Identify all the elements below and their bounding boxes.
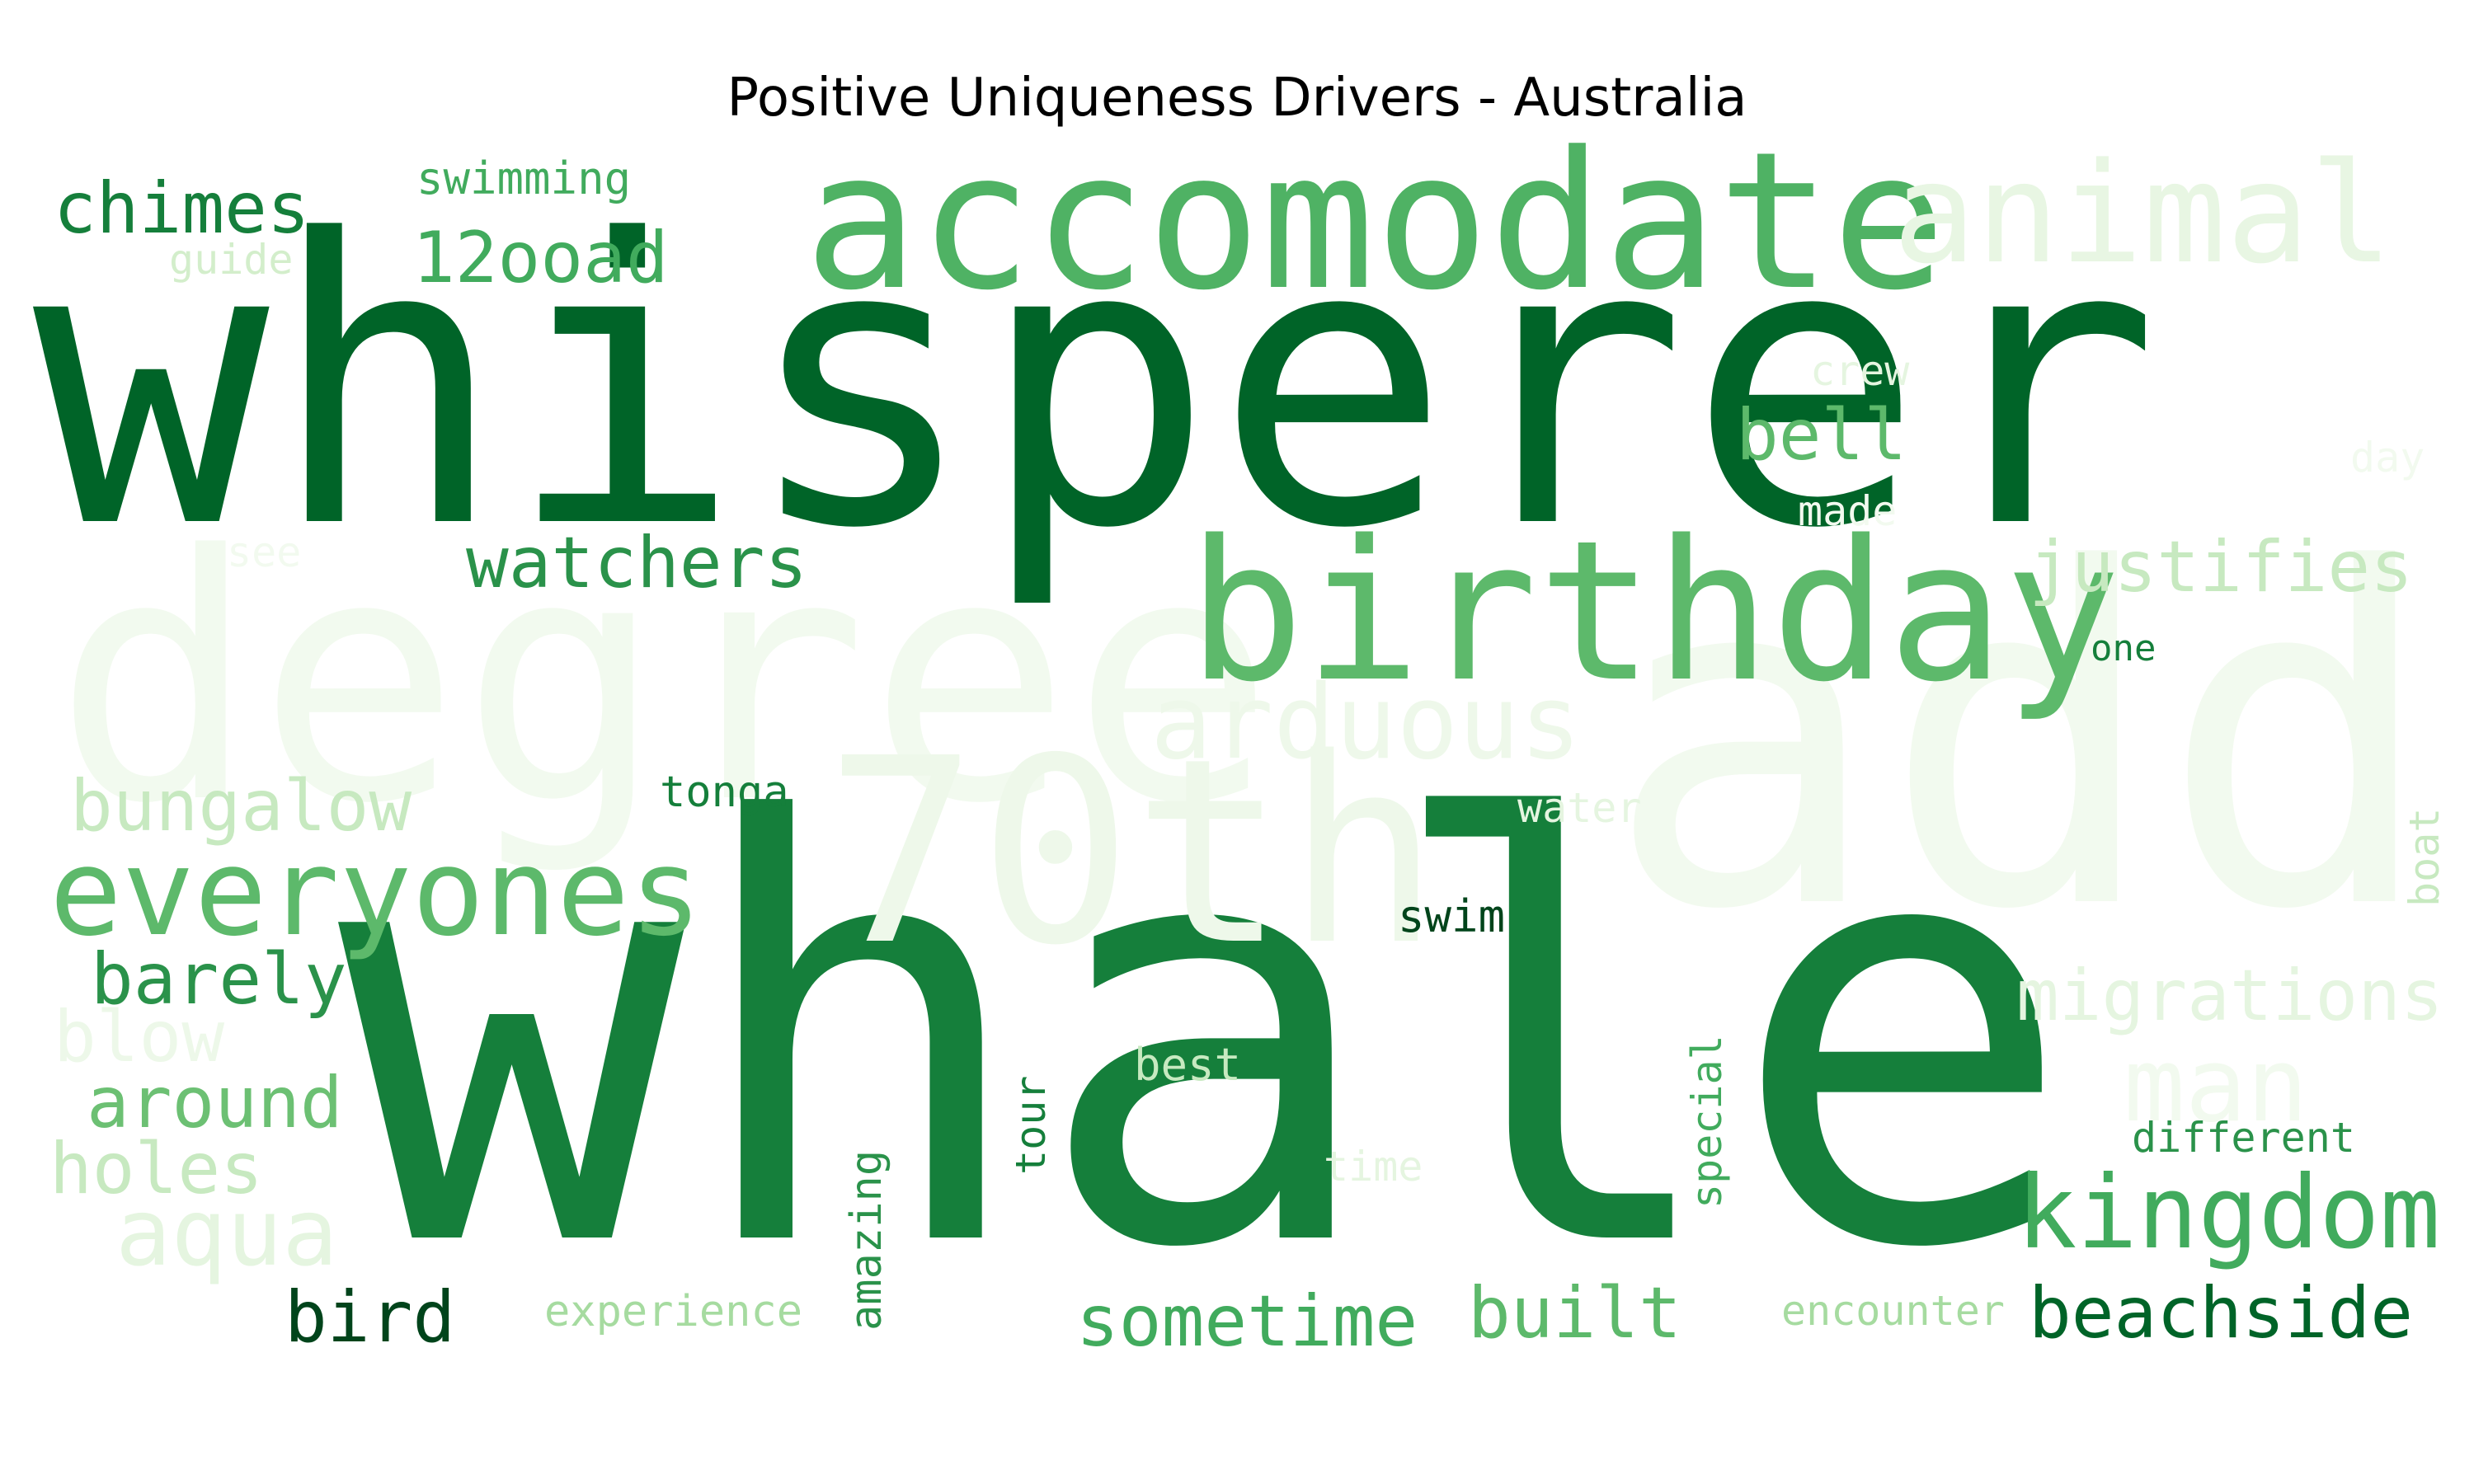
- word-justifies: justifies: [2029, 526, 2413, 608]
- word-one: one: [2091, 627, 2157, 669]
- chart-title: Positive Uniqueness Drivers - Australia: [727, 68, 1747, 129]
- word-everyones: everyones: [49, 823, 703, 963]
- word-day: day: [2350, 434, 2425, 481]
- word-different: different: [2132, 1114, 2355, 1162]
- word-tonga: tonga: [660, 768, 789, 817]
- word-watchers: watchers: [466, 522, 808, 604]
- word-made: made: [1798, 487, 1898, 535]
- word-swimming: swimming: [416, 153, 632, 204]
- word-barely: barely: [91, 938, 347, 1021]
- word-special: special: [1683, 1035, 1731, 1209]
- word-chimes: chimes: [54, 167, 310, 250]
- word-migrations: migrations: [2016, 955, 2443, 1037]
- word-tour: tour: [1007, 1075, 1055, 1175]
- word-guide: guide: [169, 236, 294, 284]
- word-bird: bird: [285, 1276, 456, 1359]
- word-degree: degree: [54, 483, 1276, 877]
- word-beachside: beachside: [2029, 1272, 2413, 1355]
- word-man: man: [2124, 1026, 2308, 1145]
- word-birthday: birthday: [1188, 500, 2121, 725]
- word-whisperer: whisperer: [33, 157, 2161, 614]
- word-kingdom: kingdom: [2016, 1154, 2441, 1271]
- word-amazing: amazing: [842, 1149, 891, 1331]
- word-blow: blow: [54, 996, 225, 1078]
- word-see: see: [227, 528, 302, 576]
- word-time: time: [1324, 1143, 1423, 1190]
- word-experience: experience: [544, 1287, 803, 1336]
- word-aqua: aqua: [115, 1180, 338, 1287]
- word-whale: whale: [338, 702, 2077, 1374]
- word-70th: 70th: [825, 704, 1441, 1002]
- word-boat: boat: [2401, 807, 2448, 907]
- word-encounter: encounter: [1781, 1287, 2005, 1335]
- word-arduous: arduous: [1150, 664, 1582, 782]
- word-crew: crew: [1810, 347, 1910, 395]
- word-sometime: sometime: [1076, 1280, 1418, 1363]
- word-built: built: [1468, 1272, 1681, 1355]
- word-swim: swim: [1398, 890, 1506, 942]
- word-water: water: [1517, 784, 1642, 832]
- word-bungalow: bungalow: [70, 765, 412, 848]
- word-add: add: [1604, 473, 2439, 1011]
- word-12ooad: 12ooad: [412, 217, 669, 299]
- word-around: around: [87, 1062, 343, 1144]
- word-accomodate: accomodate: [804, 112, 1946, 332]
- word-animal: animal: [1893, 133, 2393, 294]
- word-holes: holes: [49, 1128, 263, 1210]
- word-bell: bell: [1736, 394, 1907, 477]
- word-best: best: [1134, 1039, 1242, 1091]
